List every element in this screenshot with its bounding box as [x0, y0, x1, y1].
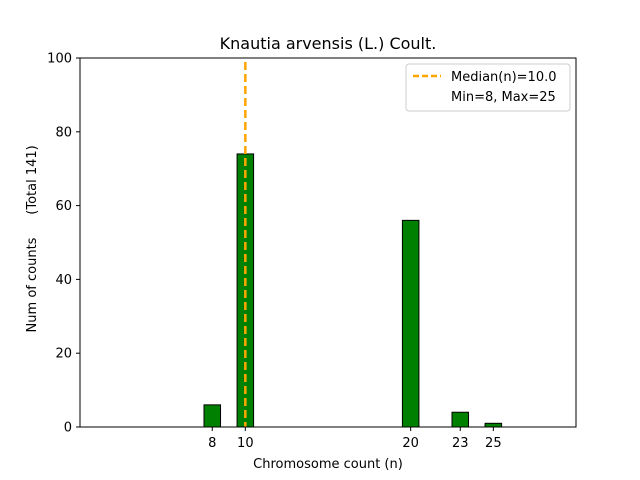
legend: Median(n)=10.0 Min=8, Max=25: [405, 63, 571, 112]
y-tick-label: 40: [55, 273, 72, 288]
y-tick-label: 20: [55, 347, 72, 362]
chart-title: Knautia arvensis (L.) Coult.: [220, 34, 437, 53]
x-tick-label: 8: [208, 436, 216, 451]
bar-20: [401, 219, 420, 428]
y-ticks: 0 20 40 60 80 100: [47, 52, 80, 436]
x-ticks: 8 10 20 23 25: [208, 427, 502, 451]
legend-range-label: Min=8, Max=25: [451, 90, 556, 105]
legend-box: [405, 63, 571, 112]
x-axis-label: Chromosome count (n): [253, 457, 403, 472]
bar-23: [451, 411, 470, 428]
y-tick-label: 80: [55, 125, 72, 140]
x-tick-label: 10: [237, 436, 254, 451]
bars-layer: [80, 153, 552, 428]
plot-frame: [79, 57, 577, 428]
y-axis-total: (Total 141): [25, 145, 40, 214]
x-tick-label: 23: [452, 436, 469, 451]
y-tick-label: 100: [47, 52, 72, 67]
legend-median-label: Median(n)=10.0: [451, 70, 557, 85]
bar-8: [203, 404, 222, 428]
bar-25: [484, 422, 503, 428]
y-tick-label: 60: [55, 199, 72, 214]
y-tick-label: 0: [64, 421, 72, 436]
x-tick-label: 25: [485, 436, 502, 451]
x-tick-label: 20: [402, 436, 419, 451]
y-axis-label: Num of counts: [25, 237, 40, 332]
